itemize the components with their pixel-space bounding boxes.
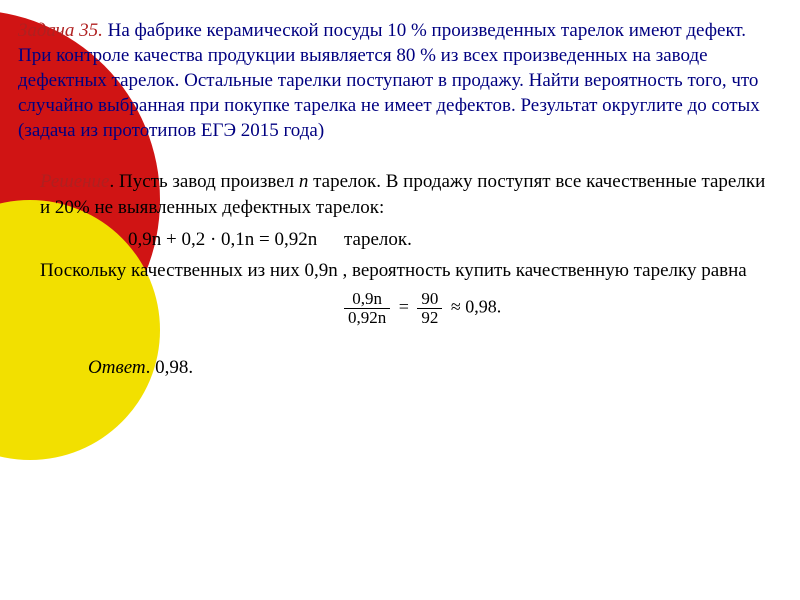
- task-label: Задача 35.: [18, 20, 103, 41]
- frac-1-bot: 0,92n: [344, 309, 390, 327]
- frac-2-bot: 92: [417, 309, 442, 327]
- solution-label: Решение: [40, 171, 110, 192]
- frac-1-top: 0,9n: [344, 290, 390, 309]
- formula-1-after: тарелок.: [344, 229, 412, 250]
- solution-n: n: [299, 171, 309, 192]
- solution-block: Решение. Пусть завод произвел n тарелок.…: [40, 169, 772, 380]
- task-body: На фабрике керамической посуды 10 % прои…: [18, 20, 760, 141]
- answer-line: Ответ. 0,98.: [88, 355, 772, 381]
- frac-2: 90 92: [417, 290, 442, 327]
- problem-text: Задача 35. На фабрике керамической посуд…: [18, 18, 772, 143]
- result-fraction: 0,9n 0,92n = 90 92 ≈ 0,98.: [340, 290, 772, 327]
- formula-1-row: 0,9n + 0,2 · 0,1n = 0,92n тарелок.: [128, 227, 772, 253]
- frac-approx: ≈ 0,98.: [446, 296, 501, 316]
- frac-eq: =: [394, 296, 413, 316]
- solution-p1: Решение. Пусть завод произвел n тарелок.…: [40, 169, 772, 220]
- formula-1: 0,9n + 0,2 · 0,1n = 0,92n: [128, 229, 317, 250]
- solution-p2: Поскольку качественных из них 0,9n , вер…: [40, 258, 772, 284]
- answer-value: . 0,98.: [146, 357, 194, 378]
- answer-label: Ответ: [88, 357, 146, 378]
- frac-2-top: 90: [417, 290, 442, 309]
- solution-p1a: . Пусть завод произвел: [110, 171, 299, 192]
- slide-content: Задача 35. На фабрике керамической посуд…: [0, 0, 800, 380]
- frac-1: 0,9n 0,92n: [344, 290, 390, 327]
